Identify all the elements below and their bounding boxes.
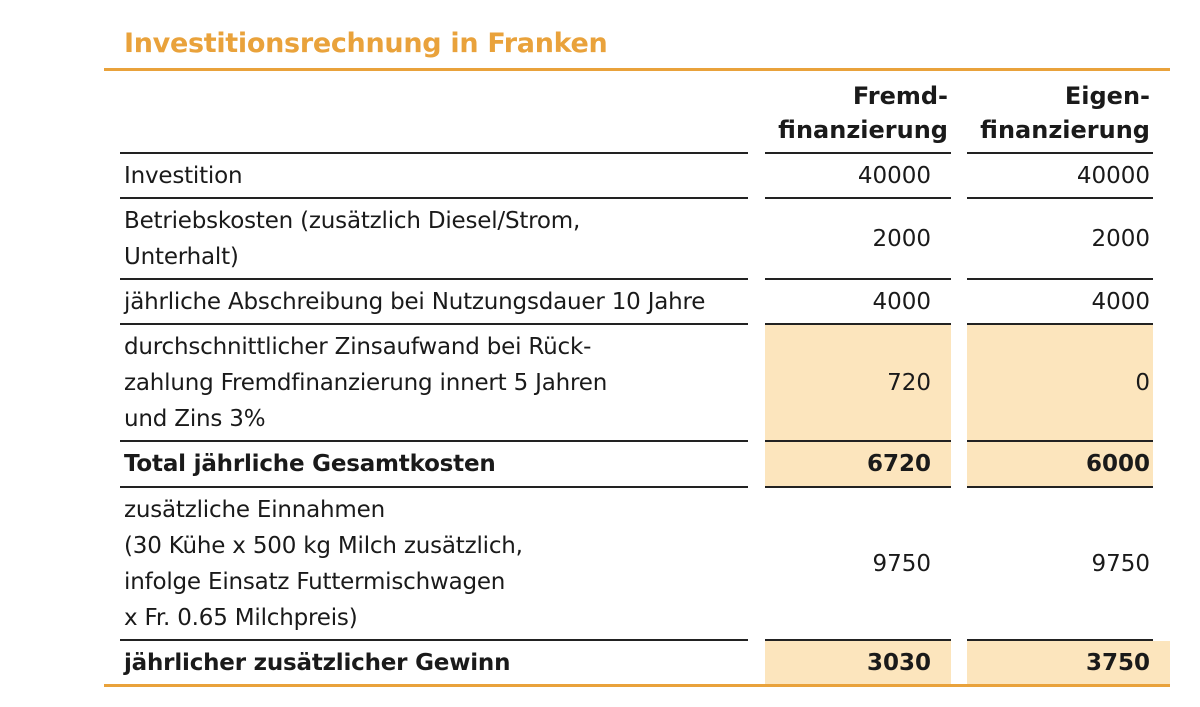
- label-line: und Zins 3%: [124, 406, 266, 432]
- label-line: zusätzliche Einnahmen: [124, 497, 385, 523]
- row-divider: [765, 486, 951, 488]
- header-eigen-line1: Eigen-: [1064, 82, 1150, 110]
- header-fremd-line1: Fremd-: [852, 82, 948, 110]
- row-divider: [967, 197, 1153, 199]
- label-line: infolge Einsatz Futtermischwagen: [124, 569, 506, 595]
- header-fremd-line2: finanzierung: [778, 116, 948, 144]
- row-divider: [765, 152, 951, 154]
- row-divider: [765, 278, 951, 280]
- row-divider: [120, 440, 748, 442]
- table-row-label-gewinn: jährlicher zusätzlicher Gewinn: [120, 641, 748, 684]
- label-line: Total jährliche Gesamtkosten: [124, 451, 496, 477]
- cell-total-eigen: 6000: [967, 442, 1153, 486]
- label-line: Betriebskosten (zusätzlich Diesel/Strom,: [124, 208, 581, 234]
- cell-investition-eigen: 40000: [1076, 163, 1150, 189]
- cell-abschreibung-eigen: 4000: [1091, 289, 1150, 315]
- cell-betriebskosten-fremd: 2000: [872, 226, 931, 252]
- row-divider: [765, 440, 951, 442]
- cell-gewinn-fremd: 3030: [765, 641, 951, 684]
- table-row-label-betriebskosten: Betriebskosten (zusätzlich Diesel/Strom,…: [120, 199, 748, 279]
- header-eigenfinanzierung: Eigen- finanzierung: [967, 79, 1153, 153]
- cell-einnahmen-eigen: 9750: [1091, 551, 1150, 577]
- row-divider: [765, 639, 951, 641]
- row-divider: [967, 323, 1153, 325]
- row-divider: [967, 440, 1153, 442]
- table-row-label-investition: Investition: [120, 154, 748, 198]
- label-line: zahlung Fremdfinanzierung innert 5 Jahre…: [124, 370, 608, 396]
- cell-investition-fremd: 40000: [857, 163, 931, 189]
- row-divider: [967, 486, 1153, 488]
- cell-betriebskosten-eigen: 2000: [1091, 226, 1150, 252]
- label-line: Investition: [124, 163, 243, 189]
- row-divider: [967, 278, 1153, 280]
- row-divider: [120, 197, 748, 199]
- cell-gewinn-eigen: 3750: [967, 641, 1170, 684]
- table-row-label-total-gesamtkosten: Total jährliche Gesamtkosten: [120, 442, 748, 486]
- table-row-label-abschreibung: jährliche Abschreibung bei Nutzungsdauer…: [120, 280, 748, 324]
- label-line: durchschnittlicher Zinsaufwand bei Rück-: [124, 334, 592, 360]
- title-rule: [104, 68, 1170, 71]
- bottom-rule: [104, 684, 1170, 687]
- label-line: (30 Kühe x 500 kg Milch zusätzlich,: [124, 533, 523, 559]
- table-row-label-einnahmen: zusätzliche Einnahmen (30 Kühe x 500 kg …: [120, 488, 748, 640]
- table-row-label-zinsaufwand: durchschnittlicher Zinsaufwand bei Rück-…: [120, 325, 748, 441]
- row-divider: [765, 197, 951, 199]
- row-divider: [120, 278, 748, 280]
- cell-einnahmen-fremd: 9750: [872, 551, 931, 577]
- header-eigen-line2: finanzierung: [980, 116, 1150, 144]
- row-divider: [765, 323, 951, 325]
- row-divider: [967, 152, 1153, 154]
- label-line: jährliche Abschreibung bei Nutzungsdauer…: [124, 289, 706, 315]
- label-line: x Fr. 0.65 Milchpreis): [124, 605, 358, 631]
- label-line: jährlicher zusätzlicher Gewinn: [124, 649, 511, 676]
- row-divider: [120, 323, 748, 325]
- cell-zinsaufwand-fremd: 720: [765, 325, 951, 441]
- table-title: Investitionsrechnung in Franken: [124, 28, 608, 59]
- row-divider: [120, 639, 748, 641]
- cell-total-fremd: 6720: [765, 442, 951, 486]
- header-fremdfinanzierung: Fremd- finanzierung: [765, 79, 951, 153]
- cell-zinsaufwand-eigen: 0: [967, 325, 1153, 441]
- label-line: Unterhalt): [124, 244, 239, 270]
- row-divider: [120, 152, 748, 154]
- row-divider: [120, 486, 748, 488]
- row-divider: [967, 639, 1153, 641]
- cell-abschreibung-fremd: 4000: [872, 289, 931, 315]
